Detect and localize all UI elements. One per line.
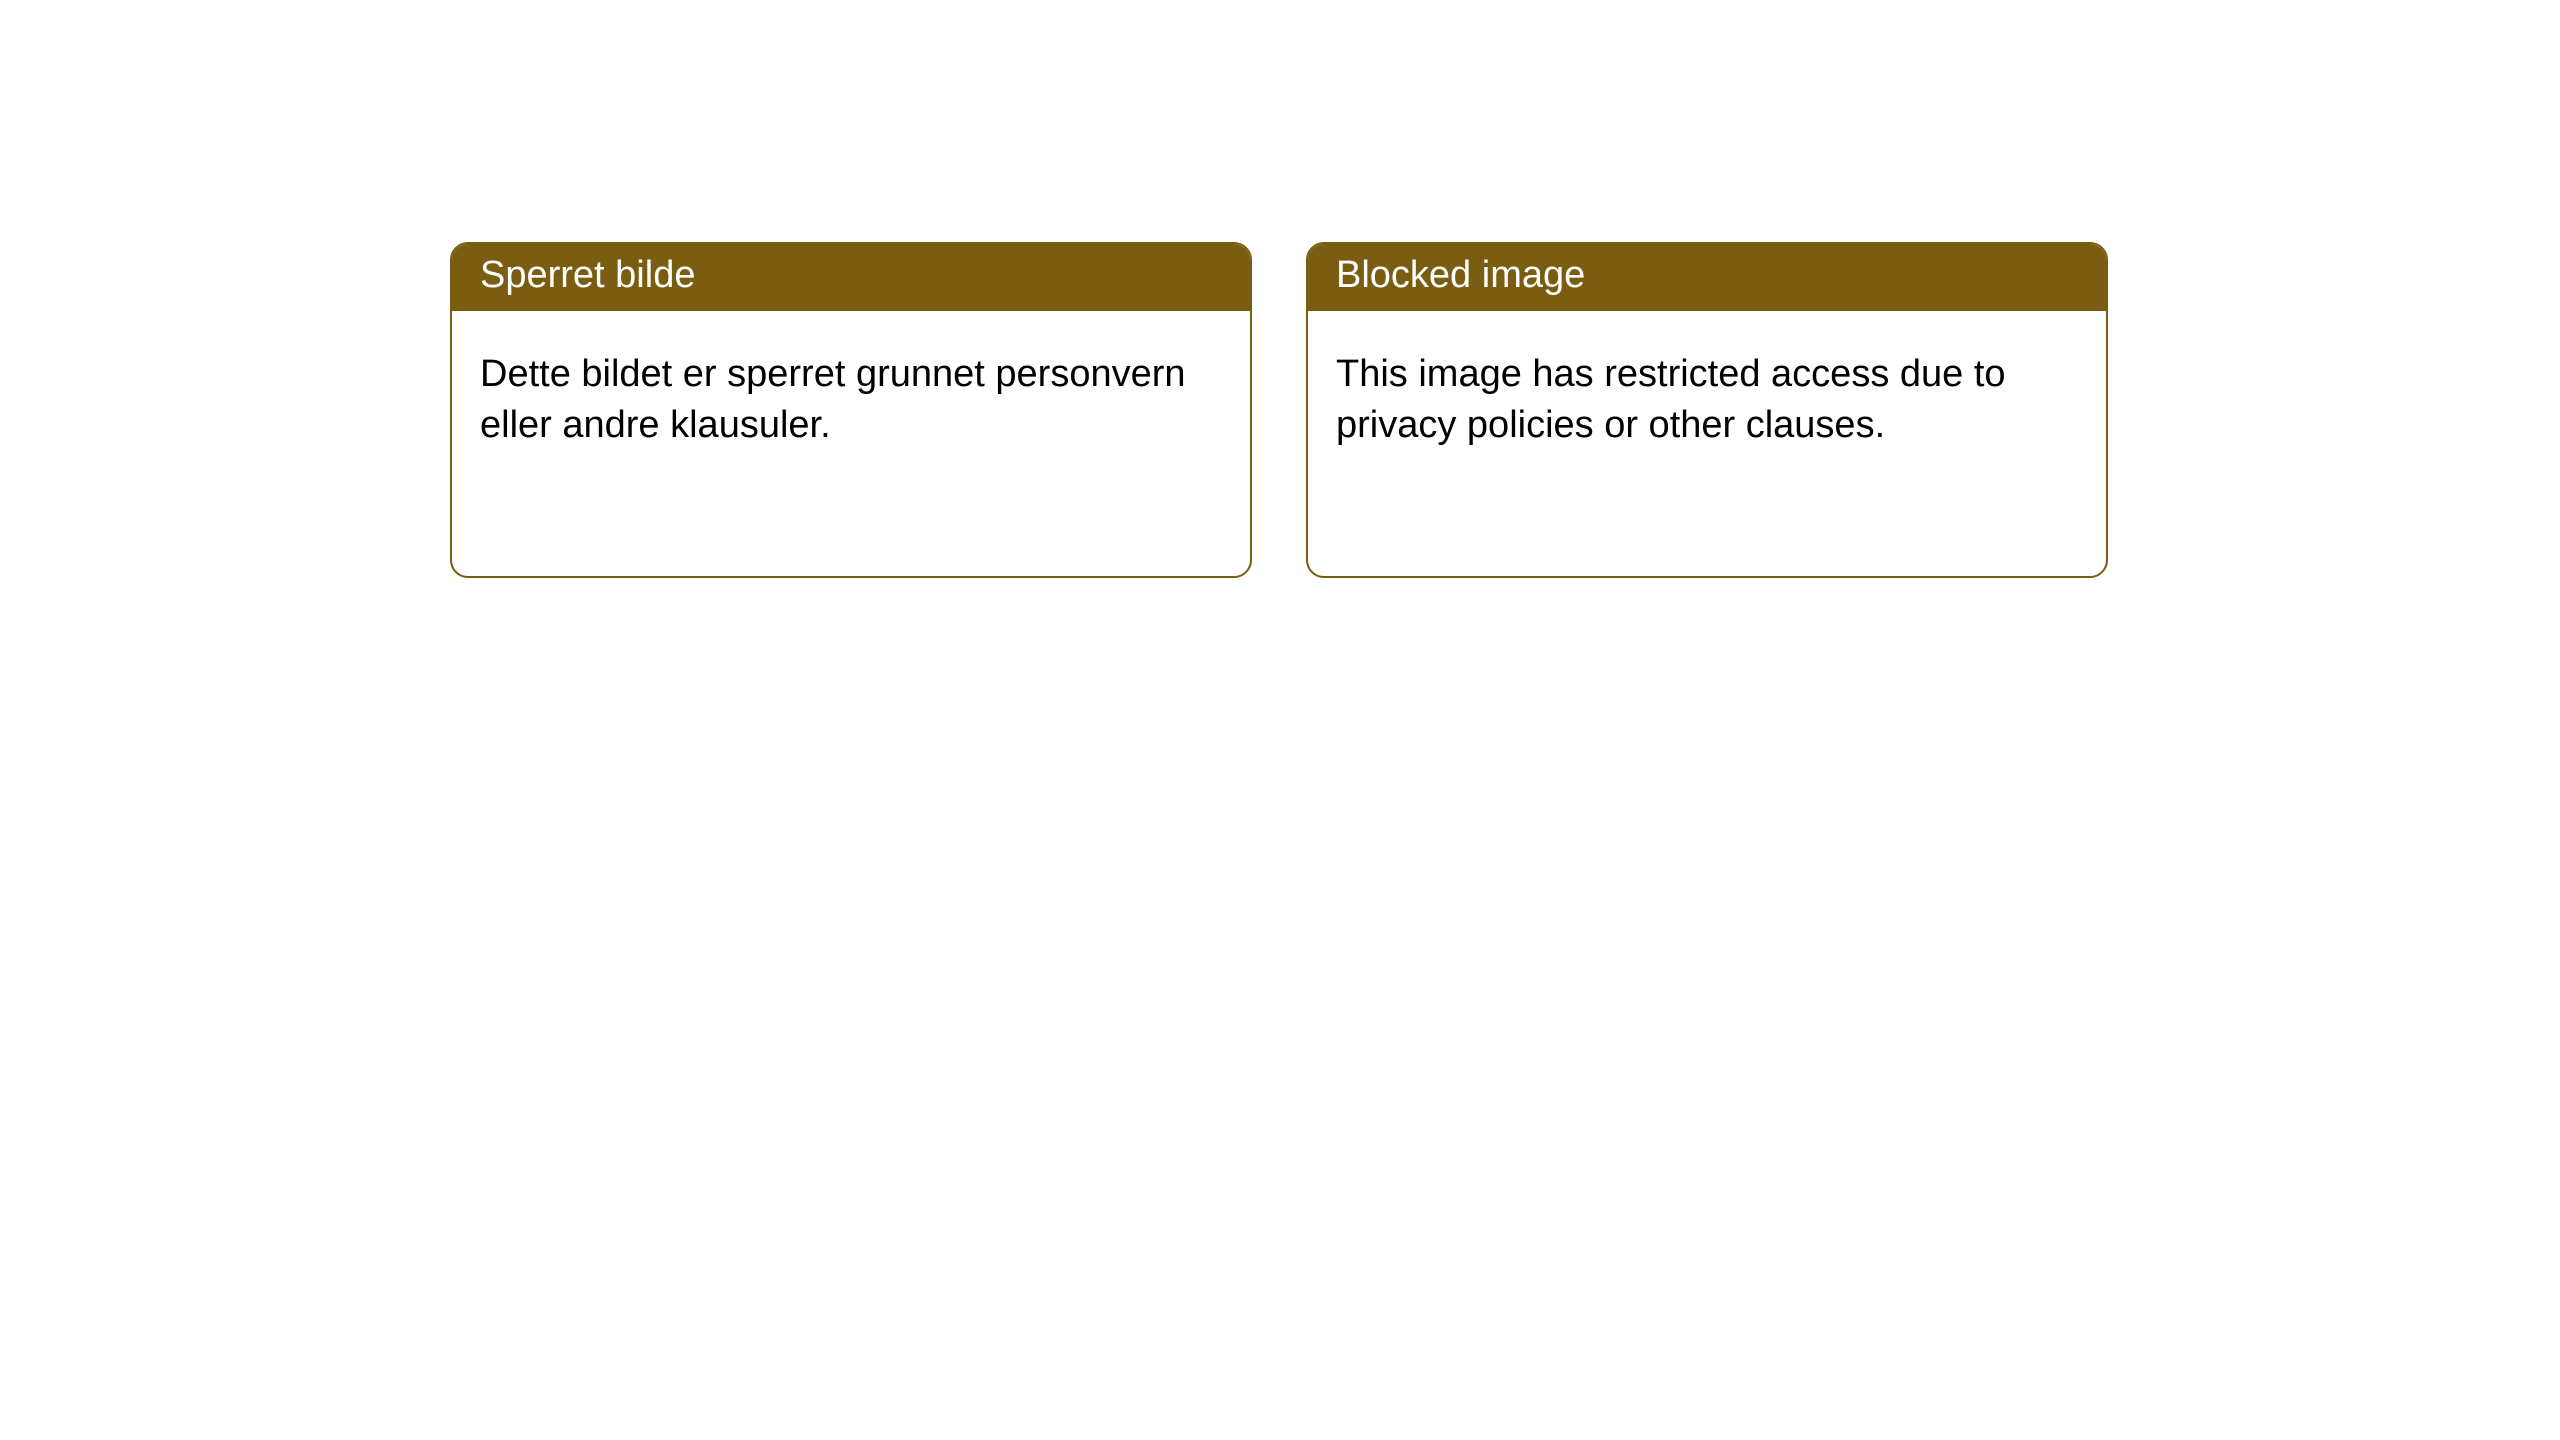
notice-body-english: This image has restricted access due to …: [1308, 311, 2106, 490]
notice-card-english: Blocked image This image has restricted …: [1306, 242, 2108, 578]
notice-body-norwegian: Dette bildet er sperret grunnet personve…: [452, 311, 1250, 490]
notice-header-english: Blocked image: [1308, 244, 2106, 311]
notice-card-norwegian: Sperret bilde Dette bildet er sperret gr…: [450, 242, 1252, 578]
notice-header-norwegian: Sperret bilde: [452, 244, 1250, 311]
notice-container: Sperret bilde Dette bildet er sperret gr…: [0, 0, 2560, 578]
